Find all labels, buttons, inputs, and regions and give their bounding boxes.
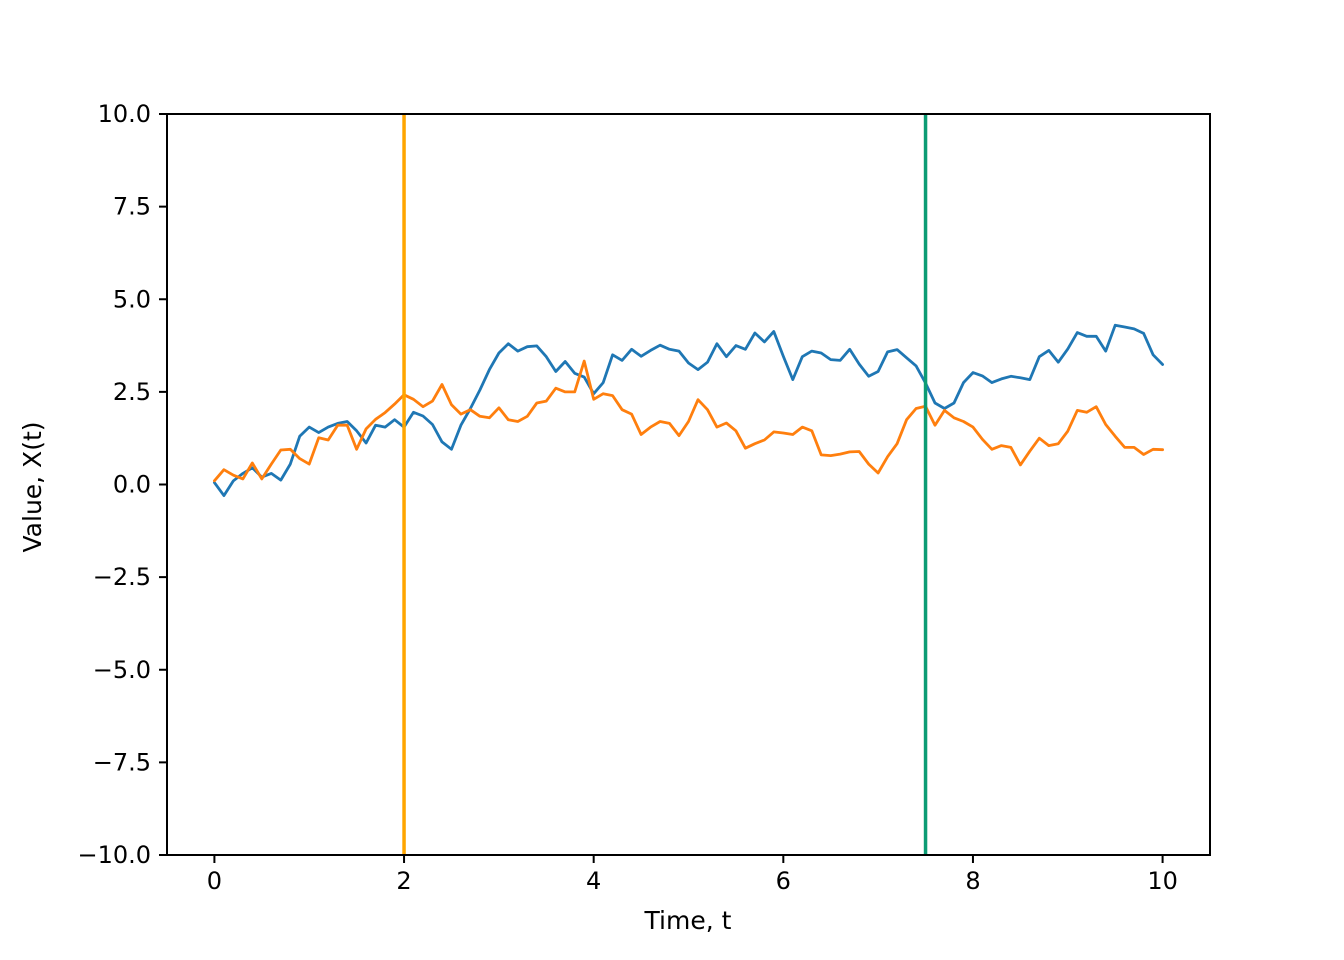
x-tick-label: 4 bbox=[586, 867, 601, 895]
plot-area bbox=[212, 114, 1164, 855]
y-tick-label: −2.5 bbox=[93, 563, 151, 591]
x-axis-label: Time, t bbox=[644, 906, 732, 935]
x-tick-label: 6 bbox=[776, 867, 791, 895]
y-tick-label: 0.0 bbox=[113, 471, 151, 499]
y-tick-label: −7.5 bbox=[93, 748, 151, 776]
plot-spines bbox=[166, 113, 1211, 856]
x-tick-label: 10 bbox=[1147, 867, 1178, 895]
x-tick-label: 2 bbox=[396, 867, 411, 895]
axes: 0 2 4 6 8 10 −10.0 −7.5 −5.0 −2.5 0.0 2.5 5.0 7.5 10.0 bbox=[77, 100, 1211, 895]
y-axis-label: Value, X(t) bbox=[18, 422, 47, 553]
series-random-walk-2 bbox=[212, 359, 1164, 483]
y-tick-label: −10.0 bbox=[77, 841, 151, 869]
y-tick-label: 10.0 bbox=[98, 100, 151, 128]
y-tick-label: 2.5 bbox=[113, 378, 151, 406]
series-random-walk-1 bbox=[212, 323, 1164, 498]
y-tick-label: −5.0 bbox=[93, 656, 151, 684]
x-tick-label: 8 bbox=[965, 867, 980, 895]
y-tick-label: 7.5 bbox=[113, 193, 151, 221]
x-tick-label: 0 bbox=[207, 867, 222, 895]
y-tick-label: 5.0 bbox=[113, 285, 151, 313]
